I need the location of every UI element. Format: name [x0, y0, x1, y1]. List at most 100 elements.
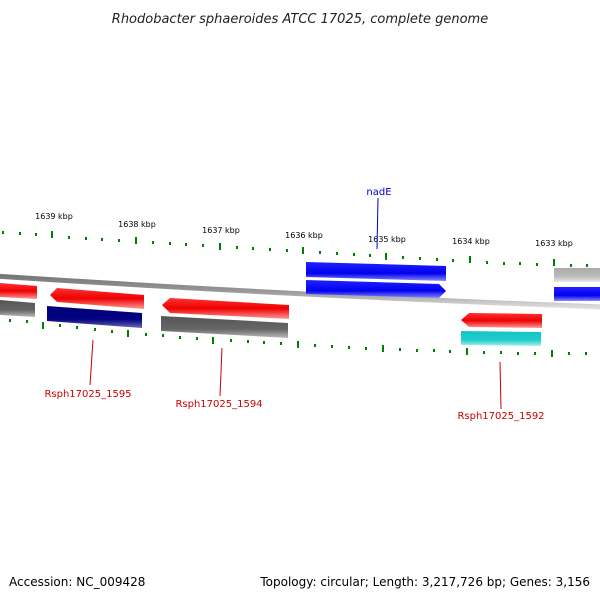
- tick-dot: [353, 253, 355, 256]
- tick-dot: [519, 262, 521, 265]
- tick-dot: [263, 341, 265, 344]
- cds-feature-rsph17025-1594[interactable]: [161, 316, 288, 338]
- cds-feature[interactable]: [306, 280, 446, 298]
- tick-major: [42, 322, 44, 329]
- tick-dot: [26, 320, 28, 323]
- tick-major: [302, 247, 304, 254]
- tick-dot: [269, 248, 271, 251]
- label-leader-line: [89, 339, 94, 386]
- outer-tick-row: [2, 231, 588, 267]
- tick-dot: [162, 334, 164, 337]
- tick-dot: [252, 247, 254, 250]
- tick-label: 1636 kbp: [285, 231, 323, 240]
- tick-dot: [536, 263, 538, 266]
- cds-feature[interactable]: [162, 298, 289, 319]
- tick-dot: [369, 254, 371, 257]
- tick-dot: [94, 328, 96, 331]
- tick-dot: [202, 244, 204, 247]
- label-leader-line: [376, 197, 379, 250]
- map-title: Rhodobacter sphaeroides ATCC 17025, comp…: [112, 12, 488, 27]
- gene-label-rsph17025-1594[interactable]: Rsph17025_1594: [175, 399, 262, 410]
- gene-label-nadE[interactable]: nadE: [366, 187, 391, 198]
- tick-major: [297, 341, 299, 348]
- cds-feature[interactable]: [0, 283, 37, 299]
- tick-dot: [416, 349, 418, 352]
- tick-dot: [35, 233, 37, 236]
- tick-dot: [118, 239, 120, 242]
- genome-backbone: [0, 273, 600, 310]
- label-leader-line: [499, 361, 502, 410]
- tick-major: [212, 337, 214, 344]
- tick-label: 1638 kbp: [118, 220, 156, 229]
- cds-feature[interactable]: [50, 288, 144, 309]
- tick-major: [382, 345, 384, 352]
- tick-dot: [433, 349, 435, 352]
- tick-major: [466, 348, 468, 355]
- tick-dot: [314, 344, 316, 347]
- accession-text: Accession: NC_009428: [9, 575, 145, 589]
- cds-feature[interactable]: [0, 300, 35, 317]
- tick-major: [51, 231, 53, 238]
- tick-dot: [419, 257, 421, 260]
- tick-dot: [111, 330, 113, 333]
- tick-dot: [486, 261, 488, 264]
- tick-major: [219, 243, 221, 250]
- tick-dot: [247, 340, 249, 343]
- tick-dot: [365, 347, 367, 350]
- tick-major: [127, 330, 129, 337]
- tick-label: 1633 kbp: [535, 239, 573, 248]
- tick-dot: [145, 333, 147, 336]
- tick-dot: [169, 242, 171, 245]
- tick-dot: [570, 264, 572, 267]
- tick-dot: [483, 351, 485, 354]
- tick-major: [551, 350, 553, 357]
- tick-dot: [196, 337, 198, 340]
- tick-dot: [230, 339, 232, 342]
- tick-label: 1634 kbp: [452, 237, 490, 246]
- tick-dot: [534, 352, 536, 355]
- tick-dot: [452, 259, 454, 262]
- tick-dot: [179, 336, 181, 339]
- tick-dot: [76, 326, 78, 329]
- gene-label-rsph17025-1595[interactable]: Rsph17025_1595: [44, 389, 131, 400]
- tick-dot: [503, 262, 505, 265]
- tick-dot: [500, 351, 502, 354]
- tick-dot: [436, 258, 438, 261]
- cds-feature-nadE[interactable]: [306, 262, 446, 281]
- cds-feature-rsph17025-1592[interactable]: [461, 331, 541, 346]
- tick-dot: [402, 256, 404, 259]
- tick-dot: [2, 231, 4, 234]
- tick-major: [135, 237, 137, 244]
- tick-label: 1637 kbp: [202, 226, 240, 235]
- tick-dot: [85, 237, 87, 240]
- tick-dot: [449, 350, 451, 353]
- tick-label: 1635 kbp: [368, 235, 406, 244]
- tick-dot: [9, 319, 11, 322]
- tick-dot: [517, 352, 519, 355]
- tick-dot: [236, 246, 238, 249]
- tick-dot: [348, 346, 350, 349]
- tick-major: [553, 259, 555, 266]
- cds-feature[interactable]: [461, 313, 542, 328]
- cds-feature-rsph17025-1595[interactable]: [47, 306, 142, 328]
- tick-dot: [331, 345, 333, 348]
- tick-major: [469, 256, 471, 263]
- tick-dot: [399, 348, 401, 351]
- cds-feature[interactable]: [554, 287, 600, 301]
- tick-dot: [286, 249, 288, 252]
- inner-tick-row: [9, 319, 587, 357]
- tick-dot: [280, 342, 282, 345]
- tick-dot: [568, 352, 570, 355]
- gene-label-rsph17025-1592[interactable]: Rsph17025_1592: [457, 411, 544, 422]
- tick-dot: [319, 251, 321, 254]
- tick-dot: [68, 236, 70, 239]
- tick-label: 1639 kbp: [35, 212, 73, 221]
- cds-feature[interactable]: [554, 268, 600, 282]
- tick-dot: [59, 324, 61, 327]
- tick-dot: [336, 252, 338, 255]
- label-leader-line: [219, 347, 223, 397]
- tick-dot: [19, 232, 21, 235]
- tick-major: [385, 253, 387, 260]
